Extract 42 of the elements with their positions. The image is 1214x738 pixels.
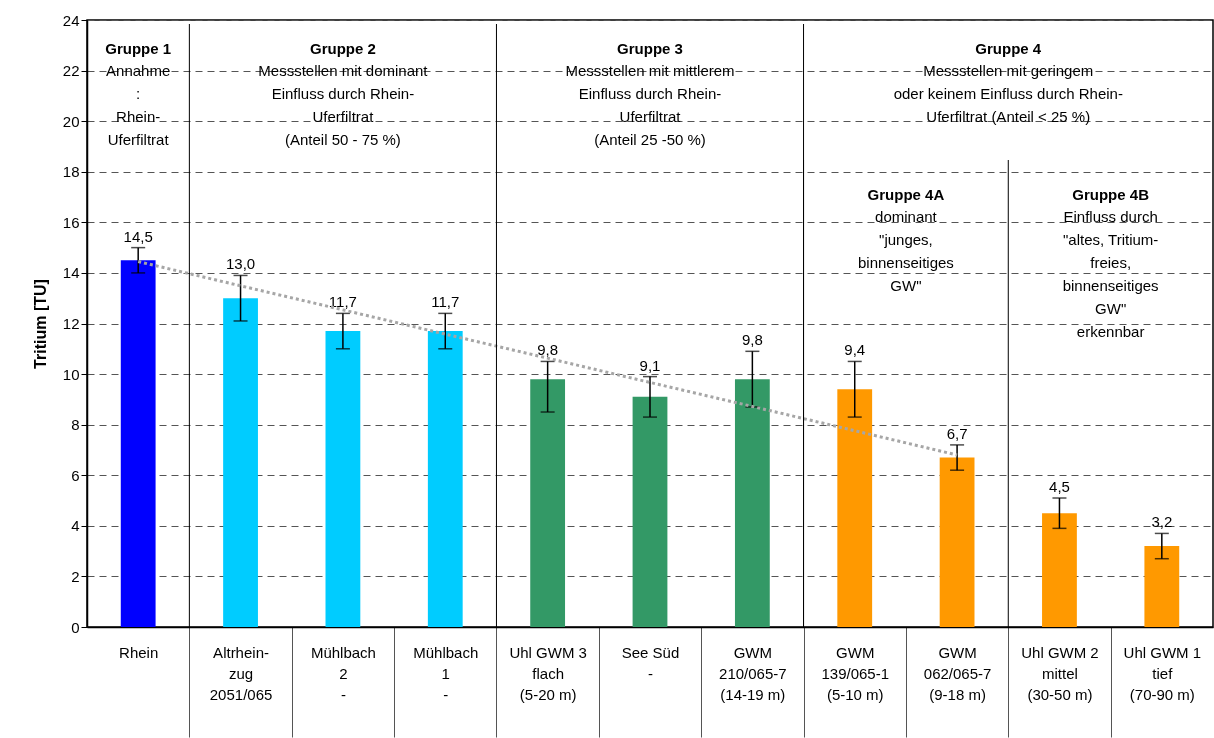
x-tick-label: Mühlbach 1 - — [413, 643, 479, 703]
y-tick-label: 10 — [62, 365, 80, 383]
y-axis-title: Tritium [TU] — [31, 279, 49, 369]
y-tick-label: 14 — [62, 264, 80, 282]
y-tick-label: 2 — [71, 567, 80, 585]
y-tick-label: 22 — [62, 62, 80, 80]
data-label: 6,7 — [946, 424, 968, 442]
data-label: 9,4 — [844, 341, 866, 359]
data-label: 13,0 — [225, 255, 256, 273]
text: Gruppe 4B Einfluss durch "altes, Tritium- freies, binnenseitiges GW" erkennbar — [1062, 186, 1159, 340]
data-label: 9,1 — [639, 356, 661, 374]
x-tick-label: Uhl GWM 3 flach (5-20 m) — [509, 643, 587, 703]
data-label: 3,2 — [1151, 513, 1173, 531]
y-tick-label: 0 — [71, 618, 80, 636]
x-tick-label: Uhl GWM 2 mittel (30-50 m) — [1021, 643, 1099, 703]
text: Gruppe 3 Messstellen mit mittlerem Einfluss durch Rhein- Uferfiltrat (Anteil 25 -50 %) — [565, 40, 735, 148]
y-tick-label: 18 — [62, 163, 80, 181]
x-tick-label: Uhl GWM 1 tief (70-90 m) — [1123, 643, 1202, 703]
y-tick-label: 24 — [62, 11, 80, 29]
data-label: 9,8 — [537, 341, 559, 359]
y-tick-label: 8 — [71, 416, 80, 434]
y-tick-label: 20 — [62, 112, 80, 130]
data-label: 11,7 — [431, 293, 460, 311]
y-tick-label: 6 — [71, 466, 80, 484]
y-tick-label: 4 — [71, 517, 80, 535]
data-label: 4,5 — [1049, 478, 1070, 496]
text: Gruppe 2 Messstellen mit dominant Einfluss durch Rhein- Uferfiltrat (Anteil 50 - 75 %) — [258, 40, 428, 148]
data-label: 9,8 — [741, 331, 763, 349]
x-tick-label: GWM 062/065-7 (9-18 m) — [923, 643, 992, 703]
data-label: 14,5 — [123, 227, 153, 245]
x-tick-label: Rhein — [119, 643, 159, 661]
x-tick-label: GWM 139/065-1 (5-10 m) — [821, 643, 890, 703]
text: Gruppe 4A dominant "junges, binnenseitiges GW" — [857, 186, 954, 294]
x-tick-label: See Süd - — [621, 643, 680, 682]
y-tick-label: 16 — [62, 213, 80, 231]
y-tick-label: 12 — [62, 315, 80, 332]
text: Gruppe 4 Messstellen mit geringem oder keinem Einfluss durch Rhein- Uferfiltrat (Anteil < 25 %) — [893, 40, 1123, 125]
text: Gruppe 1 Annahme : Rhein- Uferfiltrat — [105, 40, 172, 148]
x-tick-label: Altrhein- zug 2051/065 — [209, 643, 273, 703]
x-tick-label: Mühlbach 2 - — [310, 643, 376, 703]
x-tick-label: GWM 210/065-7 (14-19 m) — [719, 643, 787, 703]
data-label: 11,7 — [328, 293, 357, 311]
